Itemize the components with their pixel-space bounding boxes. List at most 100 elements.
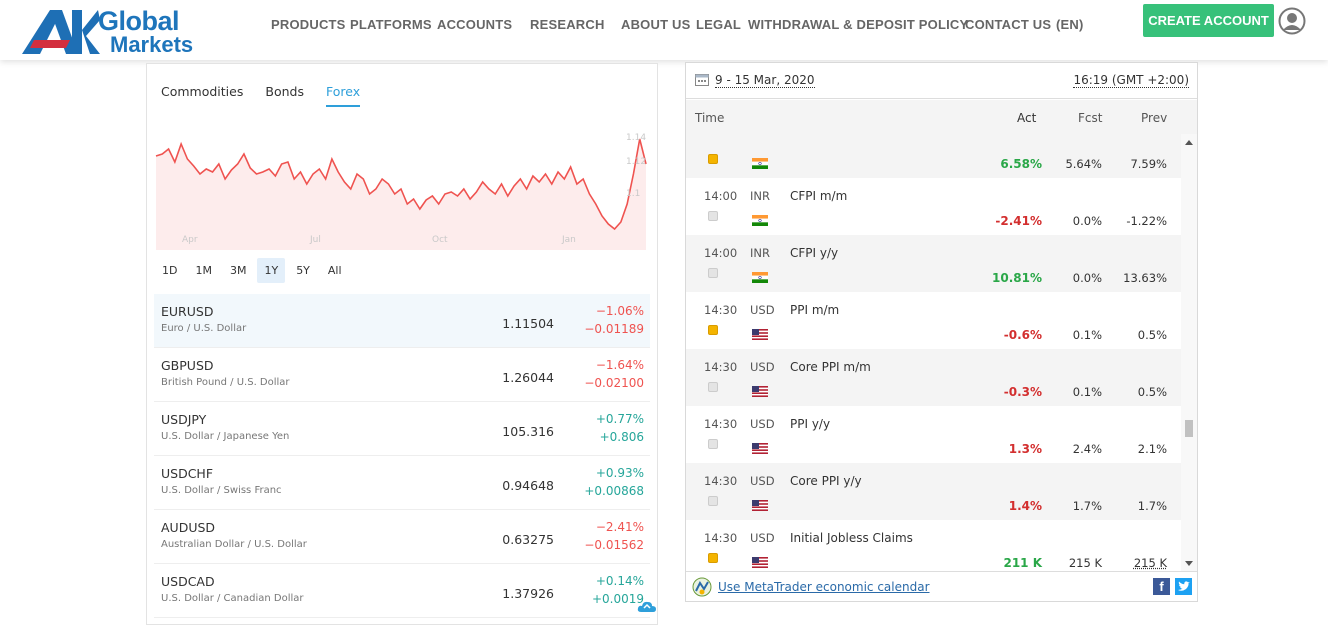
calendar-event-row[interactable]: 14:30 USD PPI m/m -0.6% 0.1% 0.5% xyxy=(686,292,1181,349)
symbol-row[interactable]: AUDUSD Australian Dollar / U.S. Dollar 0.6… xyxy=(154,510,650,564)
symbol-change-percent: +0.93% xyxy=(595,466,644,480)
symbol-change-value: +0.00868 xyxy=(584,484,644,498)
event-actual: 211 K xyxy=(1003,556,1042,570)
user-account-icon[interactable] xyxy=(1278,7,1306,35)
event-currency: USD xyxy=(750,417,775,431)
symbol-row[interactable]: EURUSD Euro / U.S. Dollar 1.11504 −1.06% −0.… xyxy=(154,294,650,348)
scroll-thumb[interactable] xyxy=(1185,420,1193,437)
event-name: CFPI m/m xyxy=(790,189,848,203)
calendar-event-row[interactable]: 14:30 USD Core PPI m/m -0.3% 0.1% 0.5% xyxy=(686,349,1181,406)
symbol-row[interactable]: USDCHF U.S. Dollar / Swiss Franc 0.94648 +0… xyxy=(154,456,650,510)
symbol-list: EURUSD Euro / U.S. Dollar 1.11504 −1.06% −0.… xyxy=(154,294,650,618)
create-account-button[interactable]: CREATE ACCOUNT xyxy=(1143,4,1274,37)
low-importance-icon xyxy=(708,382,718,392)
symbol-price: 1.37926 xyxy=(502,586,554,601)
calendar-event-row[interactable]: 14:30 USD PPI y/y 1.3% 2.4% 2.1% xyxy=(686,406,1181,463)
event-time: 14:30 xyxy=(704,303,738,317)
forex-price-chart[interactable]: 1.14 1.12 1.1 Apr Jul Oct Jan xyxy=(154,126,650,250)
nav-link-contact-us[interactable]: CONTACT US xyxy=(965,17,1052,32)
range-all[interactable]: All xyxy=(327,264,342,277)
calendar-event-row[interactable]: 14:30 USD Initial Jobless Claims 211 K 215 K… xyxy=(686,520,1181,571)
event-previous: 13.63% xyxy=(1123,271,1167,285)
twitter-share-icon[interactable] xyxy=(1175,578,1192,595)
symbol-price: 0.63275 xyxy=(502,532,554,547)
event-forecast: 0.1% xyxy=(1072,328,1102,342)
event-forecast: 2.4% xyxy=(1072,442,1102,456)
event-name: PPI m/m xyxy=(790,303,840,317)
symbol-name: EURUSD xyxy=(161,304,214,319)
event-forecast: 0.0% xyxy=(1072,271,1102,285)
col-act: Act xyxy=(1017,111,1037,125)
event-name: PPI y/y xyxy=(790,417,831,431)
us-flag-icon xyxy=(752,325,768,340)
event-actual: 1.3% xyxy=(1008,442,1042,456)
india-flag-icon xyxy=(752,211,768,226)
event-previous: -1.22% xyxy=(1126,214,1167,228)
event-previous: 0.5% xyxy=(1137,385,1167,399)
symbol-change-value: −0.01562 xyxy=(584,538,644,552)
symbol-name: GBPUSD xyxy=(161,358,214,373)
symbol-row[interactable]: USDJPY U.S. Dollar / Japanese Yen 105.316 +… xyxy=(154,402,650,456)
symbol-name: USDJPY xyxy=(161,412,207,427)
symbol-row[interactable]: GBPUSD British Pound / U.S. Dollar 1.26044… xyxy=(154,348,650,402)
low-importance-icon xyxy=(708,268,718,278)
event-forecast: 0.1% xyxy=(1072,385,1102,399)
event-forecast: 1.7% xyxy=(1072,499,1102,513)
nav-link-platforms[interactable]: PLATFORMS xyxy=(350,17,432,32)
tab-commodities[interactable]: Commodities xyxy=(161,84,244,99)
symbol-row[interactable]: USDCAD U.S. Dollar / Canadian Dollar 1.379… xyxy=(154,564,650,618)
event-time: 14:30 xyxy=(704,531,738,545)
range-3m[interactable]: 3M xyxy=(229,264,247,277)
symbol-change-percent: +0.77% xyxy=(595,412,644,426)
calendar-scrollbar[interactable] xyxy=(1181,134,1197,571)
nav-link-products[interactable]: PRODUCTS xyxy=(271,17,346,32)
low-importance-icon xyxy=(708,211,718,221)
symbol-price: 1.11504 xyxy=(502,316,554,331)
event-time: 14:00 xyxy=(704,189,738,203)
market-overview-widget: Commodities Bonds Forex 1.14 1.12 1.1 Apr Jul O… xyxy=(146,63,658,625)
brand-logo[interactable]: Global Markets xyxy=(20,4,195,57)
calendar-event-row[interactable]: 14:00 INR CFPI y/y 10.81% 0.0% 13.63% xyxy=(686,235,1181,292)
symbol-name: AUDUSD xyxy=(161,520,216,535)
symbol-price: 105.316 xyxy=(502,424,554,439)
chart-y-tick-label: 1.14 xyxy=(626,133,646,143)
metatrader-calendar-link[interactable]: Use MetaTrader economic calendar xyxy=(718,580,930,594)
nav-link-accounts[interactable]: ACCOUNTS xyxy=(437,17,513,32)
event-name: CFPI y/y xyxy=(790,246,839,260)
range-5y[interactable]: 5Y xyxy=(296,264,310,277)
brand-name-line2: Markets xyxy=(110,32,194,57)
chart-price-line xyxy=(155,138,647,231)
calendar-event-row[interactable]: 6.58% 5.64% 7.59% xyxy=(686,134,1181,178)
event-previous: 1.7% xyxy=(1137,499,1167,513)
nav-link--en-[interactable]: (EN) xyxy=(1056,17,1084,32)
event-currency: USD xyxy=(750,531,775,545)
nav-link-legal[interactable]: LEGAL xyxy=(696,17,742,32)
scroll-down-icon[interactable] xyxy=(1185,561,1193,566)
low-importance-icon xyxy=(708,496,718,506)
symbol-change-percent: +0.14% xyxy=(595,574,644,588)
range-1y[interactable]: 1Y xyxy=(257,258,286,283)
cloud-icon[interactable] xyxy=(637,599,657,613)
scroll-up-icon[interactable] xyxy=(1185,140,1193,145)
nav-link-about-us[interactable]: ABOUT US xyxy=(621,17,691,32)
symbol-description: British Pound / U.S. Dollar xyxy=(161,377,290,388)
timezone-selector[interactable]: 16:19 (GMT +2:00) xyxy=(1073,73,1189,88)
tab-bonds[interactable]: Bonds xyxy=(265,84,304,99)
nav-link-research[interactable]: RESEARCH xyxy=(530,17,605,32)
calendar-event-row[interactable]: 14:30 USD Core PPI y/y 1.4% 1.7% 1.7% xyxy=(686,463,1181,520)
symbol-change-value: +0.806 xyxy=(599,430,644,444)
symbol-price: 0.94648 xyxy=(502,478,554,493)
range-1d[interactable]: 1D xyxy=(162,264,178,277)
col-prev: Prev xyxy=(1141,111,1168,125)
market-tabs: Commodities Bonds Forex xyxy=(161,84,382,107)
us-flag-icon xyxy=(752,439,768,454)
event-previous: 7.59% xyxy=(1130,157,1167,171)
event-previous: 0.5% xyxy=(1137,328,1167,342)
brand-logo-mark-icon xyxy=(22,10,100,54)
nav-link-withdrawal-deposit-policy[interactable]: WITHDRAWAL & DEPOSIT POLICY xyxy=(748,17,969,32)
facebook-share-icon[interactable]: f xyxy=(1153,578,1170,595)
calendar-event-row[interactable]: 14:00 INR CFPI m/m -2.41% 0.0% -1.22% xyxy=(686,178,1181,235)
range-1m[interactable]: 1M xyxy=(195,264,212,277)
tab-forex[interactable]: Forex xyxy=(325,84,361,107)
date-range-picker[interactable]: 9 - 15 Mar, 2020 xyxy=(715,73,815,88)
